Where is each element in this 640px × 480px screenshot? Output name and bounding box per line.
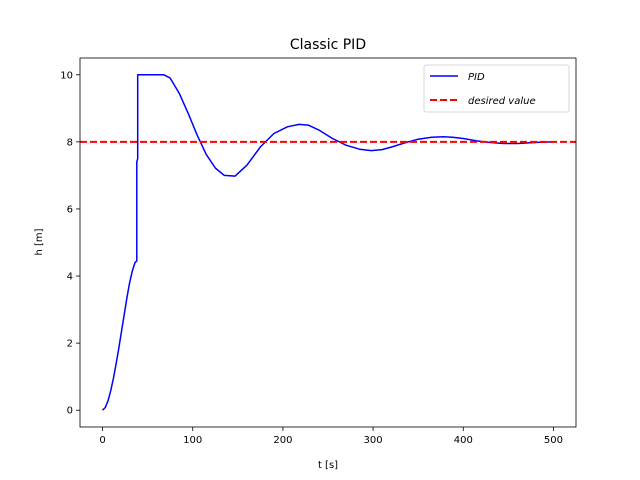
y-tick-label: 8 bbox=[67, 137, 73, 148]
x-tick-label: 400 bbox=[454, 435, 473, 446]
x-tick-label: 200 bbox=[273, 435, 292, 446]
x-axis-label: t [s] bbox=[318, 460, 338, 471]
axes-frame bbox=[79, 57, 577, 428]
legend-box bbox=[423, 64, 570, 113]
legend-entry-label: PID bbox=[468, 72, 485, 83]
y-tick-label: 0 bbox=[67, 406, 73, 417]
y-tick-label: 10 bbox=[60, 70, 73, 81]
x-tick-label: 100 bbox=[183, 435, 202, 446]
legend-entry-label: desired value bbox=[468, 96, 536, 107]
chart-title: Classic PID bbox=[290, 37, 366, 53]
y-tick-label: 6 bbox=[67, 204, 73, 215]
x-axis-ticks: 0 100 200 300 400 500 bbox=[99, 427, 563, 446]
y-tick-label: 2 bbox=[67, 339, 73, 350]
series-layer bbox=[80, 74, 576, 411]
legend: PID desired value bbox=[423, 64, 570, 113]
series-pid-line bbox=[101, 74, 554, 411]
x-tick-label: 500 bbox=[544, 435, 563, 446]
x-tick-label: 300 bbox=[364, 435, 383, 446]
x-tick-label: 0 bbox=[99, 435, 105, 446]
y-axis-label: h [m] bbox=[34, 228, 45, 255]
y-tick-label: 4 bbox=[67, 272, 73, 283]
y-axis-ticks: 0 2 4 6 8 10 bbox=[60, 70, 80, 417]
